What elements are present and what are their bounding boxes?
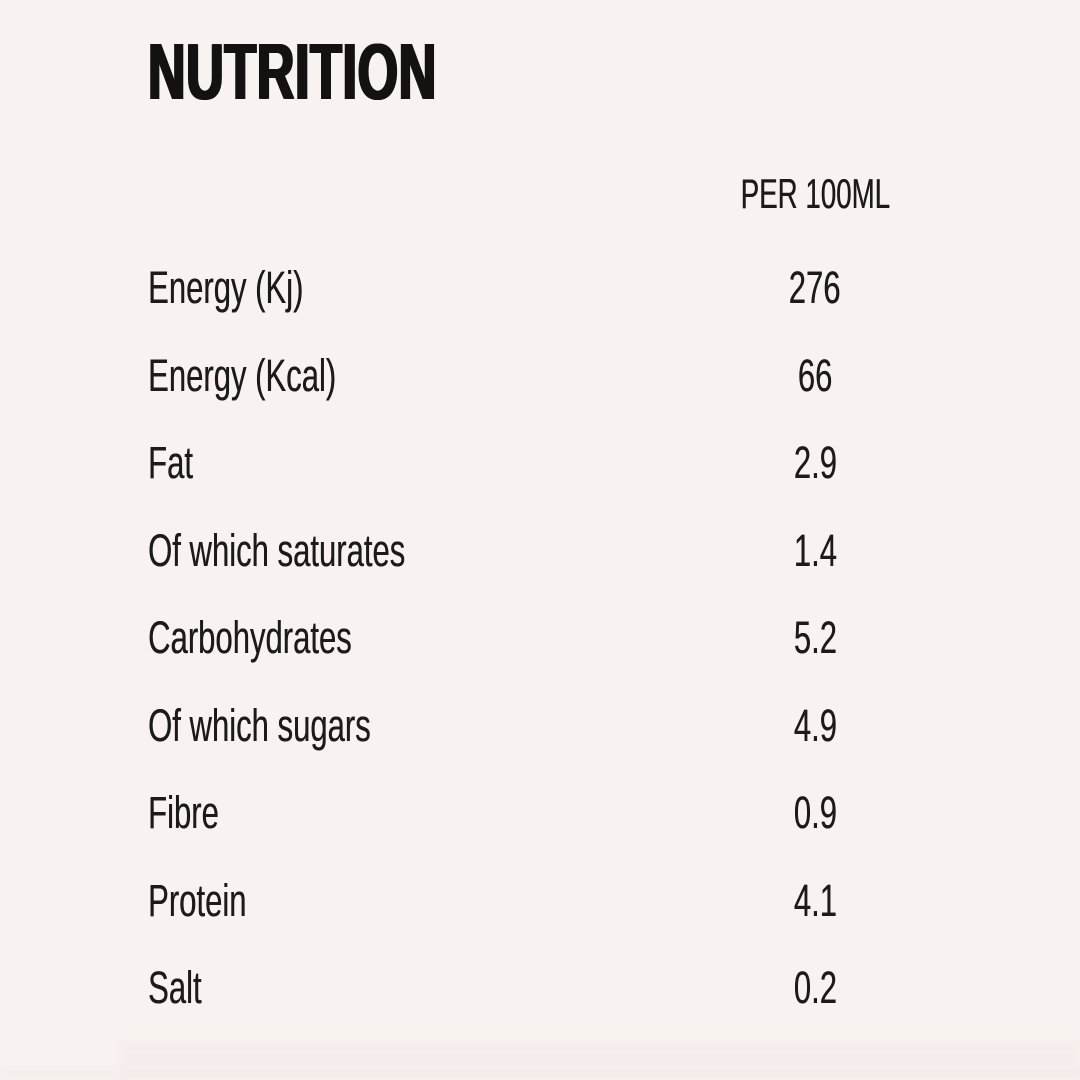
nutrient-label-text: Fibre (148, 787, 219, 839)
nutrient-value-text: 66 (797, 349, 833, 401)
table-row: Salt 0.2 (148, 944, 970, 1032)
nutrient-label: Salt (148, 965, 660, 1010)
nutrient-label-text: Of which sugars (148, 699, 371, 751)
nutrient-value-cell: 5.2 (660, 615, 970, 660)
table-row: Protein 4.1 (148, 857, 970, 945)
nutrient-value-text: 1.4 (793, 524, 837, 576)
table-row: Energy (Kcal) 66 (148, 332, 970, 420)
nutrient-value-cell: 4.9 (660, 703, 970, 748)
nutrient-label-text: Of which saturates (148, 524, 406, 576)
nutrient-label-text: Protein (148, 874, 247, 926)
nutrient-label: Carbohydrates (148, 615, 660, 660)
nutrient-value-text: 4.1 (793, 874, 837, 926)
nutrient-value-text: 5.2 (793, 612, 837, 664)
nutrient-value-text: 276 (789, 262, 841, 314)
table-row: Of which sugars 4.9 (148, 682, 970, 770)
nutrient-label-text: Salt (148, 962, 202, 1014)
nutrient-label: Fibre (148, 790, 660, 835)
nutrient-value-cell: 4.1 (660, 878, 970, 923)
nutrient-label-text: Carbohydrates (148, 612, 352, 664)
nutrient-value-cell: 2.9 (660, 440, 970, 485)
per-100ml-column-header: PER 100ML (660, 173, 970, 215)
table-header-row: PER 100ML (148, 150, 970, 238)
table-row: Fibre 0.9 (148, 769, 970, 857)
nutrient-value-cell: 0.2 (660, 965, 970, 1010)
nutrient-value-text: 0.2 (793, 962, 837, 1014)
nutrient-value-cell: 276 (660, 265, 970, 310)
nutrition-rows: Energy (Kj) 276 Energy (Kcal) 66 Fat 2.9 Of wh… (148, 244, 970, 1032)
table-row: Of which saturates 1.4 (148, 507, 970, 595)
bottom-image-edge-faint (0, 1068, 1080, 1080)
nutrient-label-text: Energy (Kj) (148, 262, 304, 314)
table-row: Carbohydrates 5.2 (148, 594, 970, 682)
nutrient-label: Of which sugars (148, 703, 660, 748)
nutrient-value-text: 4.9 (793, 699, 837, 751)
nutrient-label-text: Energy (Kcal) (148, 349, 337, 401)
nutrient-label: Energy (Kj) (148, 265, 660, 310)
nutrition-table: PER 100ML Energy (Kj) 276 Energy (Kcal) 66 F… (148, 150, 970, 1032)
nutrient-value-text: 0.9 (793, 787, 837, 839)
nutrient-value-cell: 1.4 (660, 528, 970, 573)
nutrient-value-cell: 0.9 (660, 790, 970, 835)
table-row: Energy (Kj) 276 (148, 244, 970, 332)
nutrient-label-text: Fat (148, 437, 193, 489)
page-title: NUTRITION (148, 27, 437, 116)
nutrient-label: Of which saturates (148, 528, 660, 573)
nutrient-label: Fat (148, 440, 660, 485)
table-row: Fat 2.9 (148, 419, 970, 507)
column-header-label: PER 100ML (740, 170, 890, 217)
nutrient-label: Energy (Kcal) (148, 353, 660, 398)
nutrient-label: Protein (148, 878, 660, 923)
nutrient-value-cell: 66 (660, 353, 970, 398)
nutrient-value-text: 2.9 (793, 437, 837, 489)
